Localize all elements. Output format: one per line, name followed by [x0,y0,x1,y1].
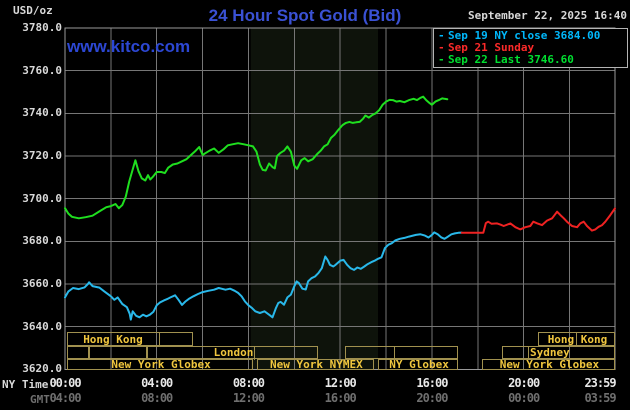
x-tick-label-gmt: 04:00 [49,390,81,405]
session-box [89,345,148,359]
session-box-new-york-globex: New York Globex [67,357,254,371]
y-tick-label: 3740.0 [22,106,62,120]
ny-time-row-label: NY Time [2,378,49,391]
session-label: NY Globex [389,357,449,371]
legend-text: Sep 19 NY close 3684.00 [448,29,601,42]
x-tick-label-gmt: 16:00 [324,390,357,405]
legend-box: - Sep 19 NY close 3684.00- Sep 21 Sunday - S… [433,28,628,68]
x-tick-label-ny: 04:00 [141,375,173,390]
y-tick-label: 3700.0 [22,191,62,205]
series-line-1 [460,207,616,234]
session-box-sydney: Sydney [502,345,615,360]
session-box-new-york-nymex: New York NYMEX [256,358,374,370]
series-line-2 [64,95,449,220]
y-tick-label: 3620.0 [22,362,62,376]
x-tick-label-gmt: 08:00 [141,390,173,405]
session-divider [254,346,256,360]
session-label: New York Globex [499,357,600,371]
session-box-london: London [147,345,318,360]
session-divider [159,332,161,347]
y-tick-label: 3640.0 [22,319,62,333]
session-box-new-york-globex: New York Globex [481,358,615,370]
session-box-hong-kong: Hong Kong [538,331,615,347]
x-tick-label-gmt: 00:00 [508,390,540,405]
session-box [67,345,90,359]
session-label: New York NYMEX [270,357,363,371]
session-label: Hong Kong [83,332,143,346]
x-tick-label-ny: 08:00 [232,375,265,390]
legend-marker: - [438,41,445,54]
x-tick-label-ny: 00:00 [49,375,81,390]
x-tick-label-gmt: 20:00 [416,390,448,405]
x-tick-label-gmt: 03:59 [584,390,616,405]
session-box-ny-globex: NY Globex [378,358,459,370]
y-tick-label: 3760.0 [22,63,62,77]
x-tick-label-ny: 12:00 [324,375,357,390]
y-tick-label: 3780.0 [22,21,62,34]
session-label: Hong Kong [547,332,608,346]
x-tick-label-ny: 23:59 [584,375,616,390]
session-divider [528,346,530,360]
legend-marker: - [438,29,445,42]
legend-text: Sep 21 Sunday [448,41,535,54]
y-tick-label: 3720.0 [22,148,62,162]
session-divider [393,346,395,360]
x-tick-label-ny: 20:00 [508,375,540,390]
legend-text: Sep 22 Last 3746.60 [448,53,574,66]
session-label: Sydney [530,345,570,359]
gmt-row-label: GMT [30,393,50,406]
legend-marker: - [438,53,445,66]
session-label: New York Globex [111,357,211,371]
x-tick-label-gmt: 12:00 [232,390,265,405]
session-divider [576,332,578,347]
y-tick-label: 3680.0 [22,234,62,248]
x-tick-label-ny: 16:00 [416,375,448,390]
y-tick-label: 3660.0 [22,276,62,290]
datetime-label: September 22, 2025 16:40 [468,9,627,22]
series-line-0 [64,231,463,321]
legend-row: - Sep 22 Last 3746.60 [434,54,627,66]
session-box-hong-kong: Hong Kong [67,331,193,347]
page-title: 24 Hour Spot Gold (Bid) [208,6,402,25]
session-label: London [213,345,254,359]
y-axis-unit-label: USD/oz [13,4,53,17]
legend-row: - Sep 19 NY close 3684.00 [434,30,627,42]
session-box [345,345,459,360]
kitco-watermark-link[interactable]: www.kitco.com [67,37,191,56]
legend-row: - Sep 21 Sunday [434,42,627,54]
